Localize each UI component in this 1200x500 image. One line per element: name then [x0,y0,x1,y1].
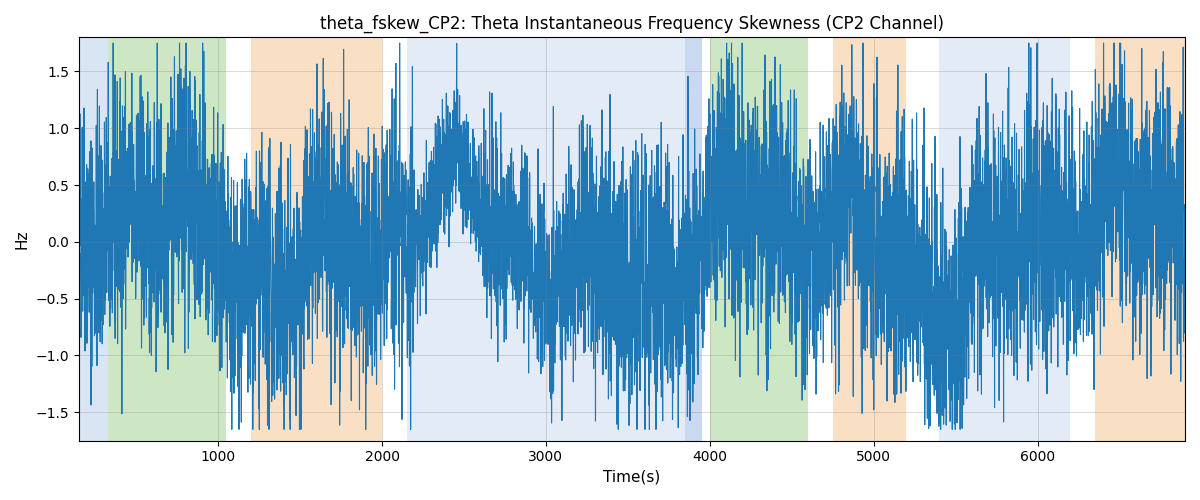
Bar [1094,38,1186,440]
Bar [940,38,1070,440]
Bar [833,38,906,440]
Bar [108,38,227,440]
Title: theta_fskew_CP2: Theta Instantaneous Frequency Skewness (CP2 Channel): theta_fskew_CP2: Theta Instantaneous Fre… [320,15,944,34]
Y-axis label: Hz: Hz [14,230,30,249]
X-axis label: Time(s): Time(s) [604,470,660,485]
Bar [685,38,702,440]
Bar [407,38,685,440]
Bar [251,38,382,440]
Bar [709,38,808,440]
Bar [79,38,108,440]
